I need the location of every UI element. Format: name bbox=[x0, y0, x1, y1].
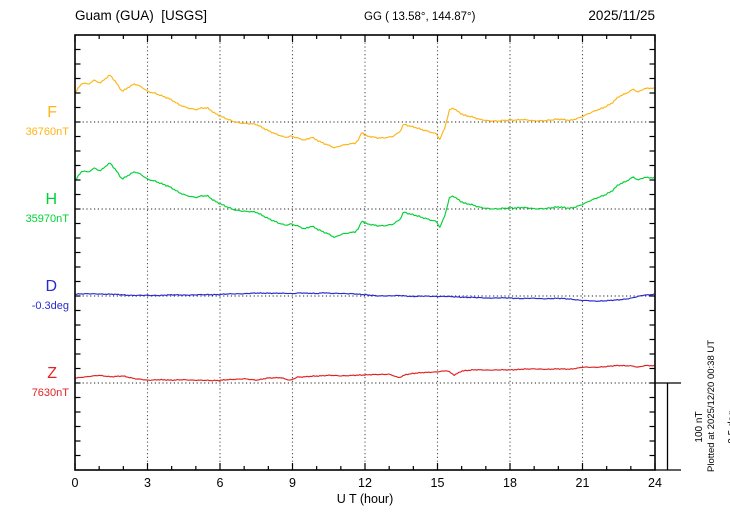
plotted-at-note: Plotted at 2025/12/20 00:38 UT bbox=[706, 339, 717, 472]
component-baseline-D: -0.3deg bbox=[31, 300, 69, 312]
component-baseline-H: 35970nT bbox=[25, 213, 69, 225]
component-label-F: F bbox=[47, 104, 57, 121]
x-tick-label: 3 bbox=[144, 476, 151, 490]
x-tick-label: 6 bbox=[216, 476, 224, 490]
component-label-H: H bbox=[45, 191, 57, 208]
x-tick-label: 24 bbox=[648, 476, 662, 490]
station-title: Guam (GUA) [USGS] bbox=[75, 8, 208, 23]
x-tick-label: 21 bbox=[575, 476, 590, 490]
x-axis-title: U T (hour) bbox=[336, 492, 394, 506]
component-baseline-F: 36760nT bbox=[25, 126, 69, 138]
component-label-D: D bbox=[45, 278, 57, 295]
x-tick-label: 18 bbox=[503, 476, 517, 490]
scale-bar-label: 100 nT 0.5 deg bbox=[672, 387, 730, 467]
x-tick-label: 15 bbox=[430, 476, 445, 490]
x-tick-label: 12 bbox=[358, 476, 372, 490]
plot-date: 2025/11/25 bbox=[588, 8, 655, 23]
component-label-Z: Z bbox=[47, 365, 57, 382]
x-tick-label: 9 bbox=[289, 476, 296, 490]
component-baseline-Z: 7630nT bbox=[31, 387, 69, 399]
scale-bar-nt: 100 nT bbox=[694, 411, 705, 443]
station-coordinates: GG ( 13.58°, 144.87°) bbox=[364, 11, 476, 23]
x-tick-label: 0 bbox=[71, 476, 79, 490]
